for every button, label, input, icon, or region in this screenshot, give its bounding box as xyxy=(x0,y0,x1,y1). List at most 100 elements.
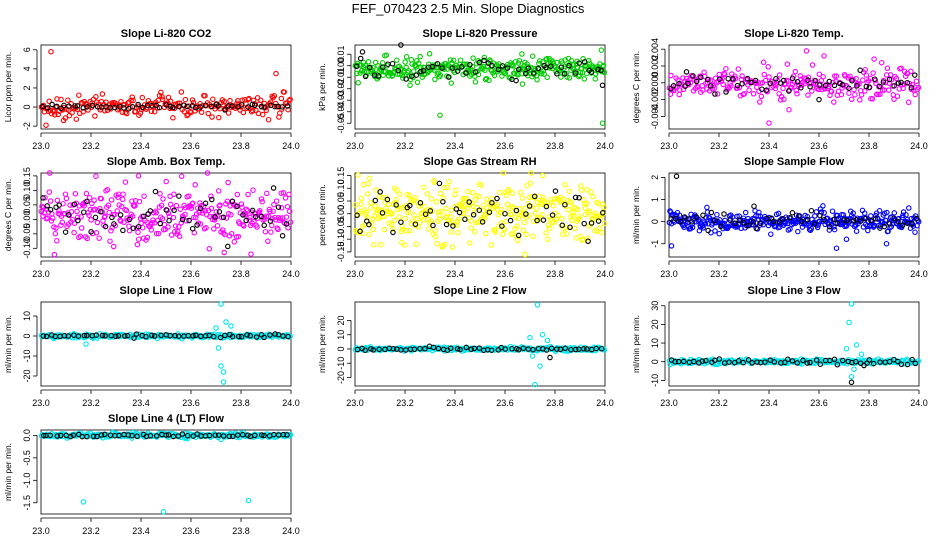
data-point xyxy=(74,103,81,109)
data-point xyxy=(108,197,115,203)
data-point xyxy=(240,222,246,228)
data-point xyxy=(52,112,58,118)
data-point xyxy=(482,215,488,221)
data-point xyxy=(403,54,410,60)
data-point xyxy=(453,206,460,212)
data-point xyxy=(908,84,915,91)
data-point xyxy=(209,114,215,120)
x-tick-label: 23.8 xyxy=(860,269,878,279)
data-point xyxy=(208,205,215,212)
data-point xyxy=(120,191,126,197)
data-point xyxy=(223,215,230,221)
data-point xyxy=(593,345,599,352)
data-point xyxy=(848,301,855,307)
series-samples xyxy=(352,47,608,126)
data-point xyxy=(544,337,551,344)
data-point xyxy=(805,74,812,80)
data-point xyxy=(588,220,595,226)
data-point xyxy=(83,341,89,347)
data-point xyxy=(482,67,488,73)
data-point xyxy=(831,82,838,89)
data-point xyxy=(44,203,50,209)
data-point xyxy=(139,104,146,111)
data-point xyxy=(735,66,742,72)
data-point xyxy=(115,194,121,200)
data-point xyxy=(540,217,547,223)
data-point xyxy=(534,77,540,83)
data-point xyxy=(700,212,706,219)
y-axis-label: ml/min per min. xyxy=(3,315,13,373)
data-point xyxy=(229,333,236,340)
data-point xyxy=(776,72,783,78)
data-point xyxy=(280,190,287,196)
x-tick-label: 23.8 xyxy=(232,526,250,536)
series-line xyxy=(354,180,606,245)
data-point xyxy=(589,193,596,200)
data-point xyxy=(812,221,818,227)
data-point xyxy=(65,212,72,218)
data-point xyxy=(746,87,752,94)
data-point xyxy=(126,223,132,230)
y-tick-label: 0.05 xyxy=(22,196,32,214)
data-point xyxy=(76,92,82,98)
data-point xyxy=(460,195,466,202)
data-point xyxy=(500,170,506,176)
data-point xyxy=(54,197,61,204)
data-point xyxy=(102,223,109,230)
data-point xyxy=(204,170,211,176)
data-point xyxy=(527,334,533,341)
data-point xyxy=(211,226,217,232)
data-point xyxy=(840,212,847,218)
data-point xyxy=(739,73,745,79)
data-point xyxy=(860,77,866,83)
data-point xyxy=(596,225,603,231)
data-point xyxy=(457,346,463,353)
data-point xyxy=(227,97,233,104)
data-point xyxy=(913,78,920,85)
data-point xyxy=(716,356,723,362)
data-point xyxy=(234,191,241,198)
data-point xyxy=(396,191,403,197)
x-tick-label: 23.2 xyxy=(396,269,414,279)
x-tick-label: 23.0 xyxy=(660,141,678,151)
data-point xyxy=(407,73,413,79)
y-tick-label: -0.004 xyxy=(650,104,660,130)
data-point xyxy=(94,219,101,226)
data-point xyxy=(106,209,112,216)
data-point xyxy=(444,184,451,191)
data-point xyxy=(462,216,468,223)
data-point xyxy=(176,103,182,110)
data-point xyxy=(168,232,175,238)
data-point xyxy=(258,196,265,202)
data-point xyxy=(286,97,292,104)
data-point xyxy=(480,207,486,214)
data-point xyxy=(562,201,568,208)
data-point xyxy=(135,223,142,230)
data-point xyxy=(134,433,140,440)
data-point xyxy=(38,208,45,215)
data-point xyxy=(880,79,887,85)
data-point xyxy=(51,251,58,258)
data-point xyxy=(127,104,133,111)
data-point xyxy=(123,207,130,214)
data-point xyxy=(751,216,758,222)
x-tick-label: 24.0 xyxy=(596,398,614,408)
data-point xyxy=(786,106,792,113)
data-point xyxy=(476,207,483,213)
data-point xyxy=(721,70,727,77)
data-point xyxy=(57,432,64,439)
data-point xyxy=(84,332,90,339)
data-point xyxy=(826,83,832,90)
y-tick-label: -10 xyxy=(22,349,32,362)
data-point xyxy=(407,82,413,89)
data-point xyxy=(148,108,155,115)
data-point xyxy=(116,432,122,439)
data-point xyxy=(428,196,435,202)
x-tick-label: 23.4 xyxy=(760,141,778,151)
data-point xyxy=(568,199,574,206)
data-point xyxy=(898,361,905,368)
data-point xyxy=(780,85,786,92)
data-point xyxy=(254,224,260,230)
data-point xyxy=(510,63,516,69)
y-tick-label: -0.002 xyxy=(650,87,660,113)
